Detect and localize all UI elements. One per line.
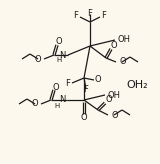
Text: O: O [106,95,112,104]
Text: F: F [84,85,88,94]
Text: H: H [55,103,60,109]
Text: OH: OH [118,35,131,44]
Text: O: O [111,41,117,51]
Text: O: O [31,100,38,109]
Text: O: O [34,54,41,63]
Text: O: O [111,111,118,120]
Text: O: O [81,113,87,123]
Text: F: F [66,79,70,88]
Text: O: O [56,38,62,47]
Text: OH₂: OH₂ [126,80,148,90]
Text: O: O [119,58,126,66]
Text: O: O [95,75,101,84]
Text: F: F [74,11,78,20]
Text: F: F [102,11,106,20]
Text: F: F [88,9,92,18]
Text: O: O [53,82,59,92]
Text: OH: OH [108,91,121,100]
Text: H: H [57,57,62,63]
Text: N: N [59,95,65,104]
Text: N: N [60,51,66,60]
